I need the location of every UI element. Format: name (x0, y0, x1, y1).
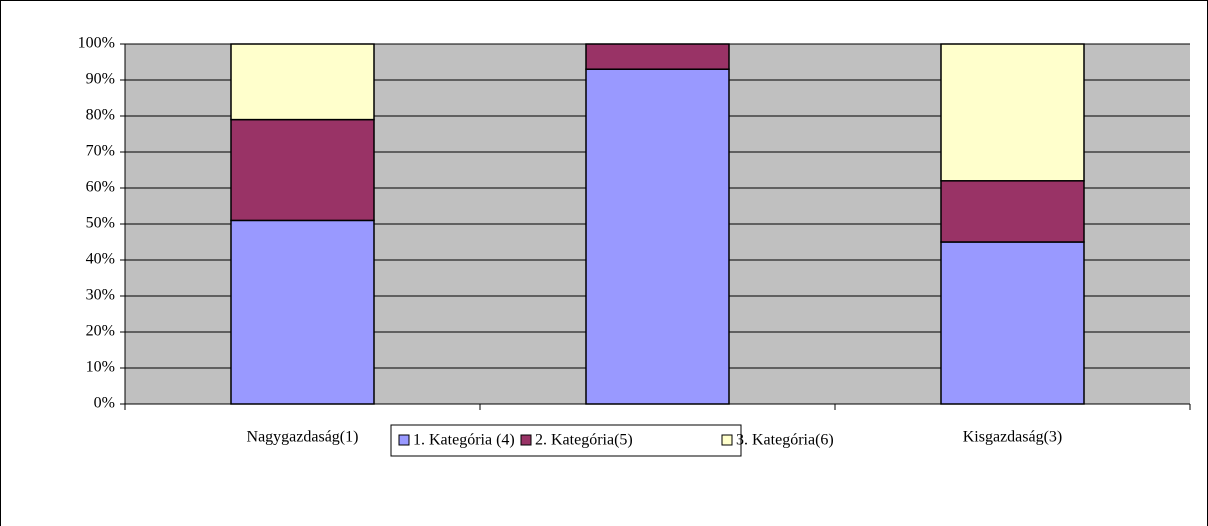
y-tick-label: 50% (86, 215, 115, 232)
bar-segment (585, 68, 730, 405)
legend-swatch (398, 434, 410, 446)
y-tick-label: 10% (86, 359, 115, 376)
legend-swatch (520, 434, 532, 446)
bar-segment (230, 43, 375, 121)
legend-box (390, 424, 742, 457)
y-tick-label: 70% (86, 143, 115, 160)
y-tick-label: 80% (86, 107, 115, 124)
y-tick-label: 20% (86, 323, 115, 340)
legend-label: 3. Kategória(6) (736, 432, 834, 449)
bar-segment (940, 43, 1085, 182)
legend-swatch (721, 434, 733, 446)
y-tick-label: 60% (86, 179, 115, 196)
y-tick-label: 40% (86, 251, 115, 268)
y-tick-label: 30% (86, 287, 115, 304)
y-tick-label: 90% (86, 71, 115, 88)
legend-label: 2. Kategória(5) (535, 432, 633, 449)
legend-label: 1. Kategória (4) (413, 432, 515, 449)
bar-segment (585, 43, 730, 70)
bar-segment (940, 241, 1085, 405)
x-tick-label: Nagygazdaság(1) (247, 429, 359, 446)
y-tick-label: 0% (94, 395, 115, 412)
x-tick-label: Kisgazdaság(3) (963, 429, 1063, 446)
y-tick-label: 100% (78, 35, 115, 52)
bar-segment (230, 118, 375, 222)
bar-segment (230, 219, 375, 405)
bar-segment (940, 180, 1085, 243)
